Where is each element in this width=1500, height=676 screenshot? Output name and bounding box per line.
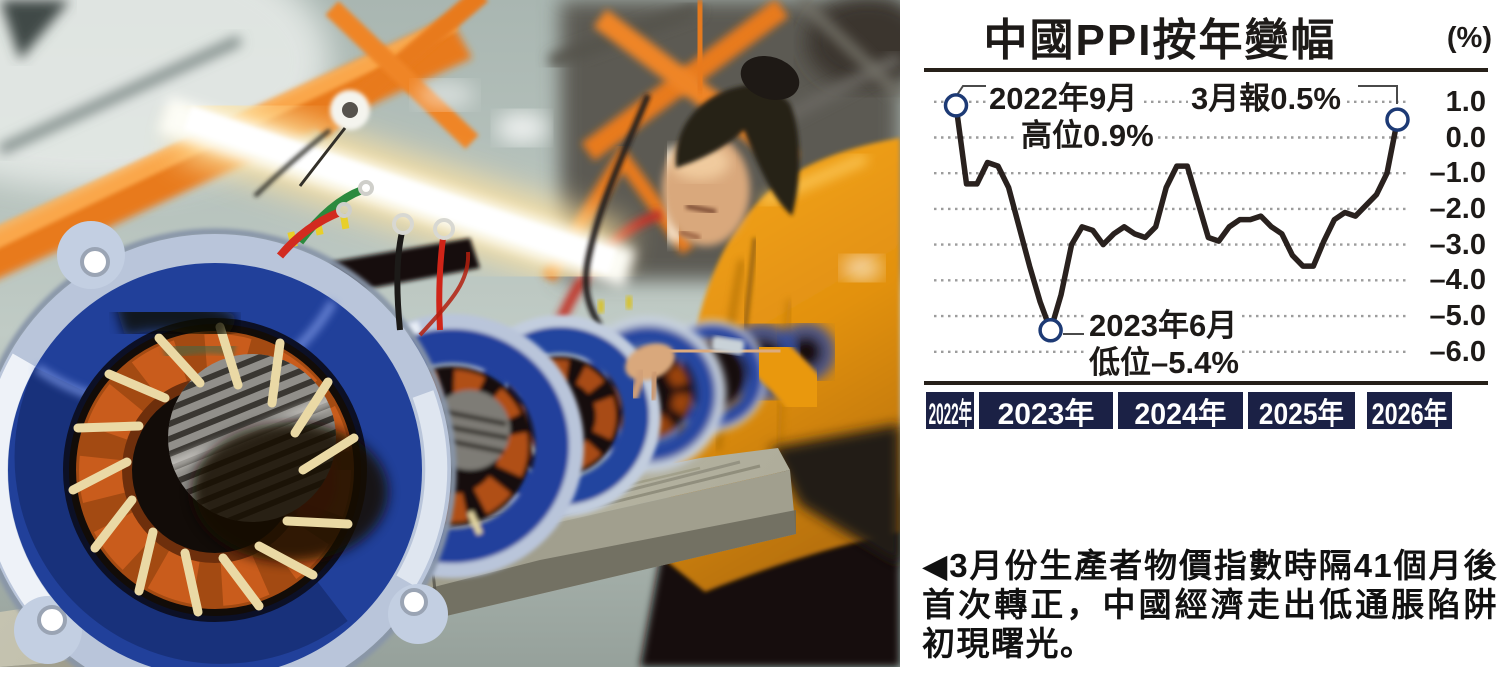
ppi-chart-panel: 中國PPI按年變幅 (%) 2022年9月 高位0.9% 3月報0.5% 202… bbox=[920, 0, 1500, 676]
x-band-2026: 2026年 bbox=[1367, 392, 1452, 429]
data-point-markers bbox=[943, 93, 1410, 343]
annotation-trough-value: 低位–5.4% bbox=[1086, 345, 1242, 381]
hair-bun bbox=[740, 55, 800, 101]
worker-hair bbox=[675, 84, 800, 216]
annotation-latest-value: 3月報0.5% bbox=[1188, 81, 1344, 117]
annotation-connectors bbox=[956, 85, 1398, 335]
hero-motor bbox=[0, 221, 457, 667]
x-band-2022: 2022年 bbox=[926, 392, 974, 429]
annotation-peak-value: 高位0.9% bbox=[1018, 118, 1157, 154]
chart-unit-label: (%) bbox=[1446, 22, 1492, 54]
y-tick-n6: –6.0 bbox=[1429, 336, 1486, 368]
black-cable bbox=[582, 93, 651, 328]
hanging-grommet bbox=[253, 90, 370, 198]
factory-photo-illustration bbox=[0, 0, 900, 667]
factory-photo bbox=[0, 0, 900, 667]
y-tick-n3: –3.0 bbox=[1429, 229, 1486, 261]
y-tick-n5: –5.0 bbox=[1429, 300, 1486, 332]
chart-title: 中國PPI按年變幅 bbox=[983, 16, 1337, 65]
photo-caption: ◀3月份生產者物價指數時隔41個月後首次轉正，中國經濟走出低通脹陷阱初現曙光。 bbox=[922, 547, 1498, 662]
ppi-line-series bbox=[953, 102, 1401, 334]
annotation-peak-date: 2022年9月 bbox=[986, 81, 1141, 117]
x-band-2024: 2024年 bbox=[1118, 392, 1243, 429]
annotation-trough-date: 2023年6月 bbox=[1086, 308, 1241, 344]
motor-wires bbox=[276, 180, 632, 337]
y-tick-n4: –4.0 bbox=[1429, 264, 1486, 296]
x-band-2023: 2023年 bbox=[979, 392, 1113, 429]
y-tick-n1: –1.0 bbox=[1429, 157, 1486, 189]
x-band-2025: 2025年 bbox=[1248, 392, 1355, 429]
y-tick-n2: –2.0 bbox=[1429, 193, 1486, 225]
y-tick-0: 0.0 bbox=[1445, 122, 1486, 154]
gridlines bbox=[934, 100, 1406, 353]
coil-lacing bbox=[68, 322, 359, 617]
y-tick-1: 1.0 bbox=[1445, 86, 1486, 118]
worker-arm bbox=[625, 329, 835, 425]
ppi-line-chart bbox=[924, 68, 1488, 385]
